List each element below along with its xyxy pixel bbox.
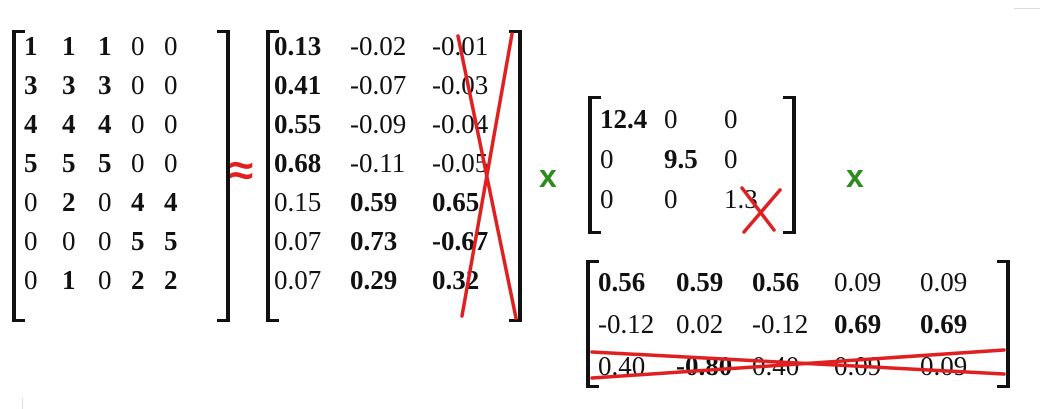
matrix-vt-cell-r2-c3: -0.12 <box>752 309 809 339</box>
matrix-vt-cell-r2-c2: 0.02 <box>676 309 724 339</box>
matrix-u-cell-r2-c3: -0.03 <box>432 70 489 100</box>
matrix-a-cell-r5-c2: 2 <box>62 187 76 217</box>
matrix-a-cell-r1-c4: 0 <box>131 31 145 61</box>
matrix-u-cell-r3-c3: -0.04 <box>432 109 489 139</box>
matrix-a-cell-r7-c3: 0 <box>98 265 112 295</box>
matrix-sigma-cell-r1-c1: 12.4 <box>600 104 648 134</box>
matrix-sigma-cell-r3-c2: 0 <box>664 184 678 214</box>
matrix-vt-cell-r1-c4: 0.09 <box>834 267 882 297</box>
matrix-a-left-bracket <box>12 30 25 322</box>
matrix-sigma-cell-r1-c3: 0 <box>724 104 738 134</box>
matrix-u-cell-r7-c3: 0.32 <box>432 265 480 295</box>
matrix-u-cell-r1-c1: 0.13 <box>274 31 322 61</box>
matrix-a-cell-r2-c2: 3 <box>62 70 76 100</box>
matrix-sigma-left-bracket <box>588 96 601 234</box>
matrix-a-cell-r4-c3: 5 <box>98 148 112 178</box>
matrix-u-cell-r6-c2: 0.73 <box>350 226 398 256</box>
matrix-u-cell-r5-c1: 0.15 <box>274 187 322 217</box>
matrix-vt-cell-r3-c4: 0.09 <box>834 351 882 381</box>
matrix-vt-cell-r2-c4: 0.69 <box>834 309 882 339</box>
matrix-u-cell-r7-c1: 0.07 <box>274 265 322 295</box>
matrix-a-cell-r1-c1: 1 <box>24 31 38 61</box>
matrix-u-cell-r7-c2: 0.29 <box>350 265 398 295</box>
matrix-a-cell-r7-c1: 0 <box>24 265 38 295</box>
matrix-vt: 0.56 0.59 0.56 0.09 0.09 -0.12 0.02 -0.12 0.69 0.… <box>586 260 1010 388</box>
matrix-a-cell-r2-c4: 0 <box>131 70 145 100</box>
times-operator-2: x <box>846 158 864 194</box>
matrix-a-cell-r3-c2: 4 <box>62 109 76 139</box>
matrix-u-cell-r4-c3: -0.05 <box>432 148 489 178</box>
matrix-a-cell-r1-c3: 1 <box>98 31 112 61</box>
matrix-vt-cell-r3-c1: 0.40 <box>598 351 646 381</box>
matrix-u-cell-r2-c1: 0.41 <box>274 70 322 100</box>
matrix-a-cell-r2-c3: 3 <box>98 70 112 100</box>
top-right-divider <box>1014 8 1040 9</box>
matrix-a-cell-r3-c5: 0 <box>164 109 178 139</box>
matrix-a-cell-r7-c5: 2 <box>164 265 178 295</box>
approx-operator: ≈ <box>229 146 254 195</box>
matrix-vt-left-bracket <box>586 260 599 388</box>
matrix-a-cell-r2-c5: 0 <box>164 70 178 100</box>
matrix-vt-cell-r3-c3: 0.40 <box>752 351 800 381</box>
matrix-a-cell-r1-c2: 1 <box>62 31 76 61</box>
matrix-a-cell-r7-c4: 2 <box>131 265 145 295</box>
matrix-a-cell-r2-c1: 3 <box>24 70 38 100</box>
matrix-a-cell-r5-c3: 0 <box>98 187 112 217</box>
matrix-a-cell-r3-c3: 4 <box>98 109 112 139</box>
matrix-vt-cell-r3-c5: 0.09 <box>920 351 968 381</box>
matrix-sigma: 12.4 0 0 0 9.5 0 0 0 1.3 <box>588 96 796 234</box>
matrix-a-cell-r3-c4: 0 <box>131 109 145 139</box>
matrix-a-cell-r4-c4: 0 <box>131 148 145 178</box>
matrix-u-cell-r1-c2: -0.02 <box>350 31 407 61</box>
matrix-vt-cell-r1-c2: 0.59 <box>676 267 724 297</box>
matrix-u-left-bracket <box>266 30 279 322</box>
matrix-sigma-cell-r3-c3: 1.3 <box>724 184 758 214</box>
matrix-a-cell-r4-c5: 0 <box>164 148 178 178</box>
matrix-a-cell-r6-c3: 0 <box>98 226 112 256</box>
matrix-u-cell-r4-c1: 0.68 <box>274 148 322 178</box>
matrix-u-cell-r5-c2: 0.59 <box>350 187 398 217</box>
matrix-u-cell-r3-c1: 0.55 <box>274 109 322 139</box>
matrix-sigma-cell-r2-c1: 0 <box>600 144 614 174</box>
matrix-sigma-cell-r1-c2: 0 <box>664 104 678 134</box>
times-operator-1: x <box>539 158 557 194</box>
matrix-a-right-bracket <box>217 30 230 322</box>
matrix-sigma-cell-r3-c1: 0 <box>600 184 614 214</box>
matrix-vt-cell-r1-c1: 0.56 <box>598 267 646 297</box>
matrix-vt-cell-r2-c1: -0.12 <box>598 309 655 339</box>
bottom-left-tick <box>22 398 23 409</box>
matrix-a-cell-r5-c4: 4 <box>131 187 145 217</box>
matrix-a-cell-r6-c2: 0 <box>62 226 76 256</box>
matrix-u-cell-r1-c3: -0.01 <box>432 31 489 61</box>
matrix-sigma-right-bracket <box>783 96 796 234</box>
matrix-u-cell-r6-c3: -0.67 <box>432 226 489 256</box>
matrix-a-cell-r6-c1: 0 <box>24 226 38 256</box>
matrix-a-cell-r4-c1: 5 <box>24 148 38 178</box>
matrix-vt-cell-r1-c3: 0.56 <box>752 267 800 297</box>
matrix-u-right-bracket <box>509 30 522 322</box>
matrix-u-cell-r3-c2: -0.09 <box>350 109 407 139</box>
matrix-sigma-cell-r2-c3: 0 <box>724 144 738 174</box>
matrix-a-cell-r6-c4: 5 <box>131 226 145 256</box>
matrix-u-cell-r4-c2: -0.11 <box>350 148 406 178</box>
matrix-a-cell-r7-c2: 1 <box>62 265 76 295</box>
matrix-a-cell-r5-c5: 4 <box>164 187 178 217</box>
matrix-a-cell-r3-c1: 4 <box>24 109 38 139</box>
matrix-vt-right-bracket <box>997 260 1010 388</box>
matrix-a-cell-r6-c5: 5 <box>164 226 178 256</box>
matrix-a-cell-r5-c1: 0 <box>24 187 38 217</box>
matrix-a-cell-r4-c2: 5 <box>62 148 76 178</box>
matrix-vt-cell-r3-c2: -0.80 <box>676 351 733 381</box>
matrix-u-cell-r5-c3: 0.65 <box>432 187 480 217</box>
matrix-a-cell-r1-c5: 0 <box>164 31 178 61</box>
matrix-u: 0.13 -0.02 -0.01 0.41 -0.07 -0.03 0.55 -0.09 -0.… <box>266 30 522 322</box>
matrix-u-cell-r6-c1: 0.07 <box>274 226 322 256</box>
matrix-vt-cell-r1-c5: 0.09 <box>920 267 968 297</box>
matrix-u-cell-r2-c2: -0.07 <box>350 70 407 100</box>
matrix-sigma-cell-r2-c2: 9.5 <box>664 144 698 174</box>
matrix-vt-cell-r2-c5: 0.69 <box>920 309 968 339</box>
